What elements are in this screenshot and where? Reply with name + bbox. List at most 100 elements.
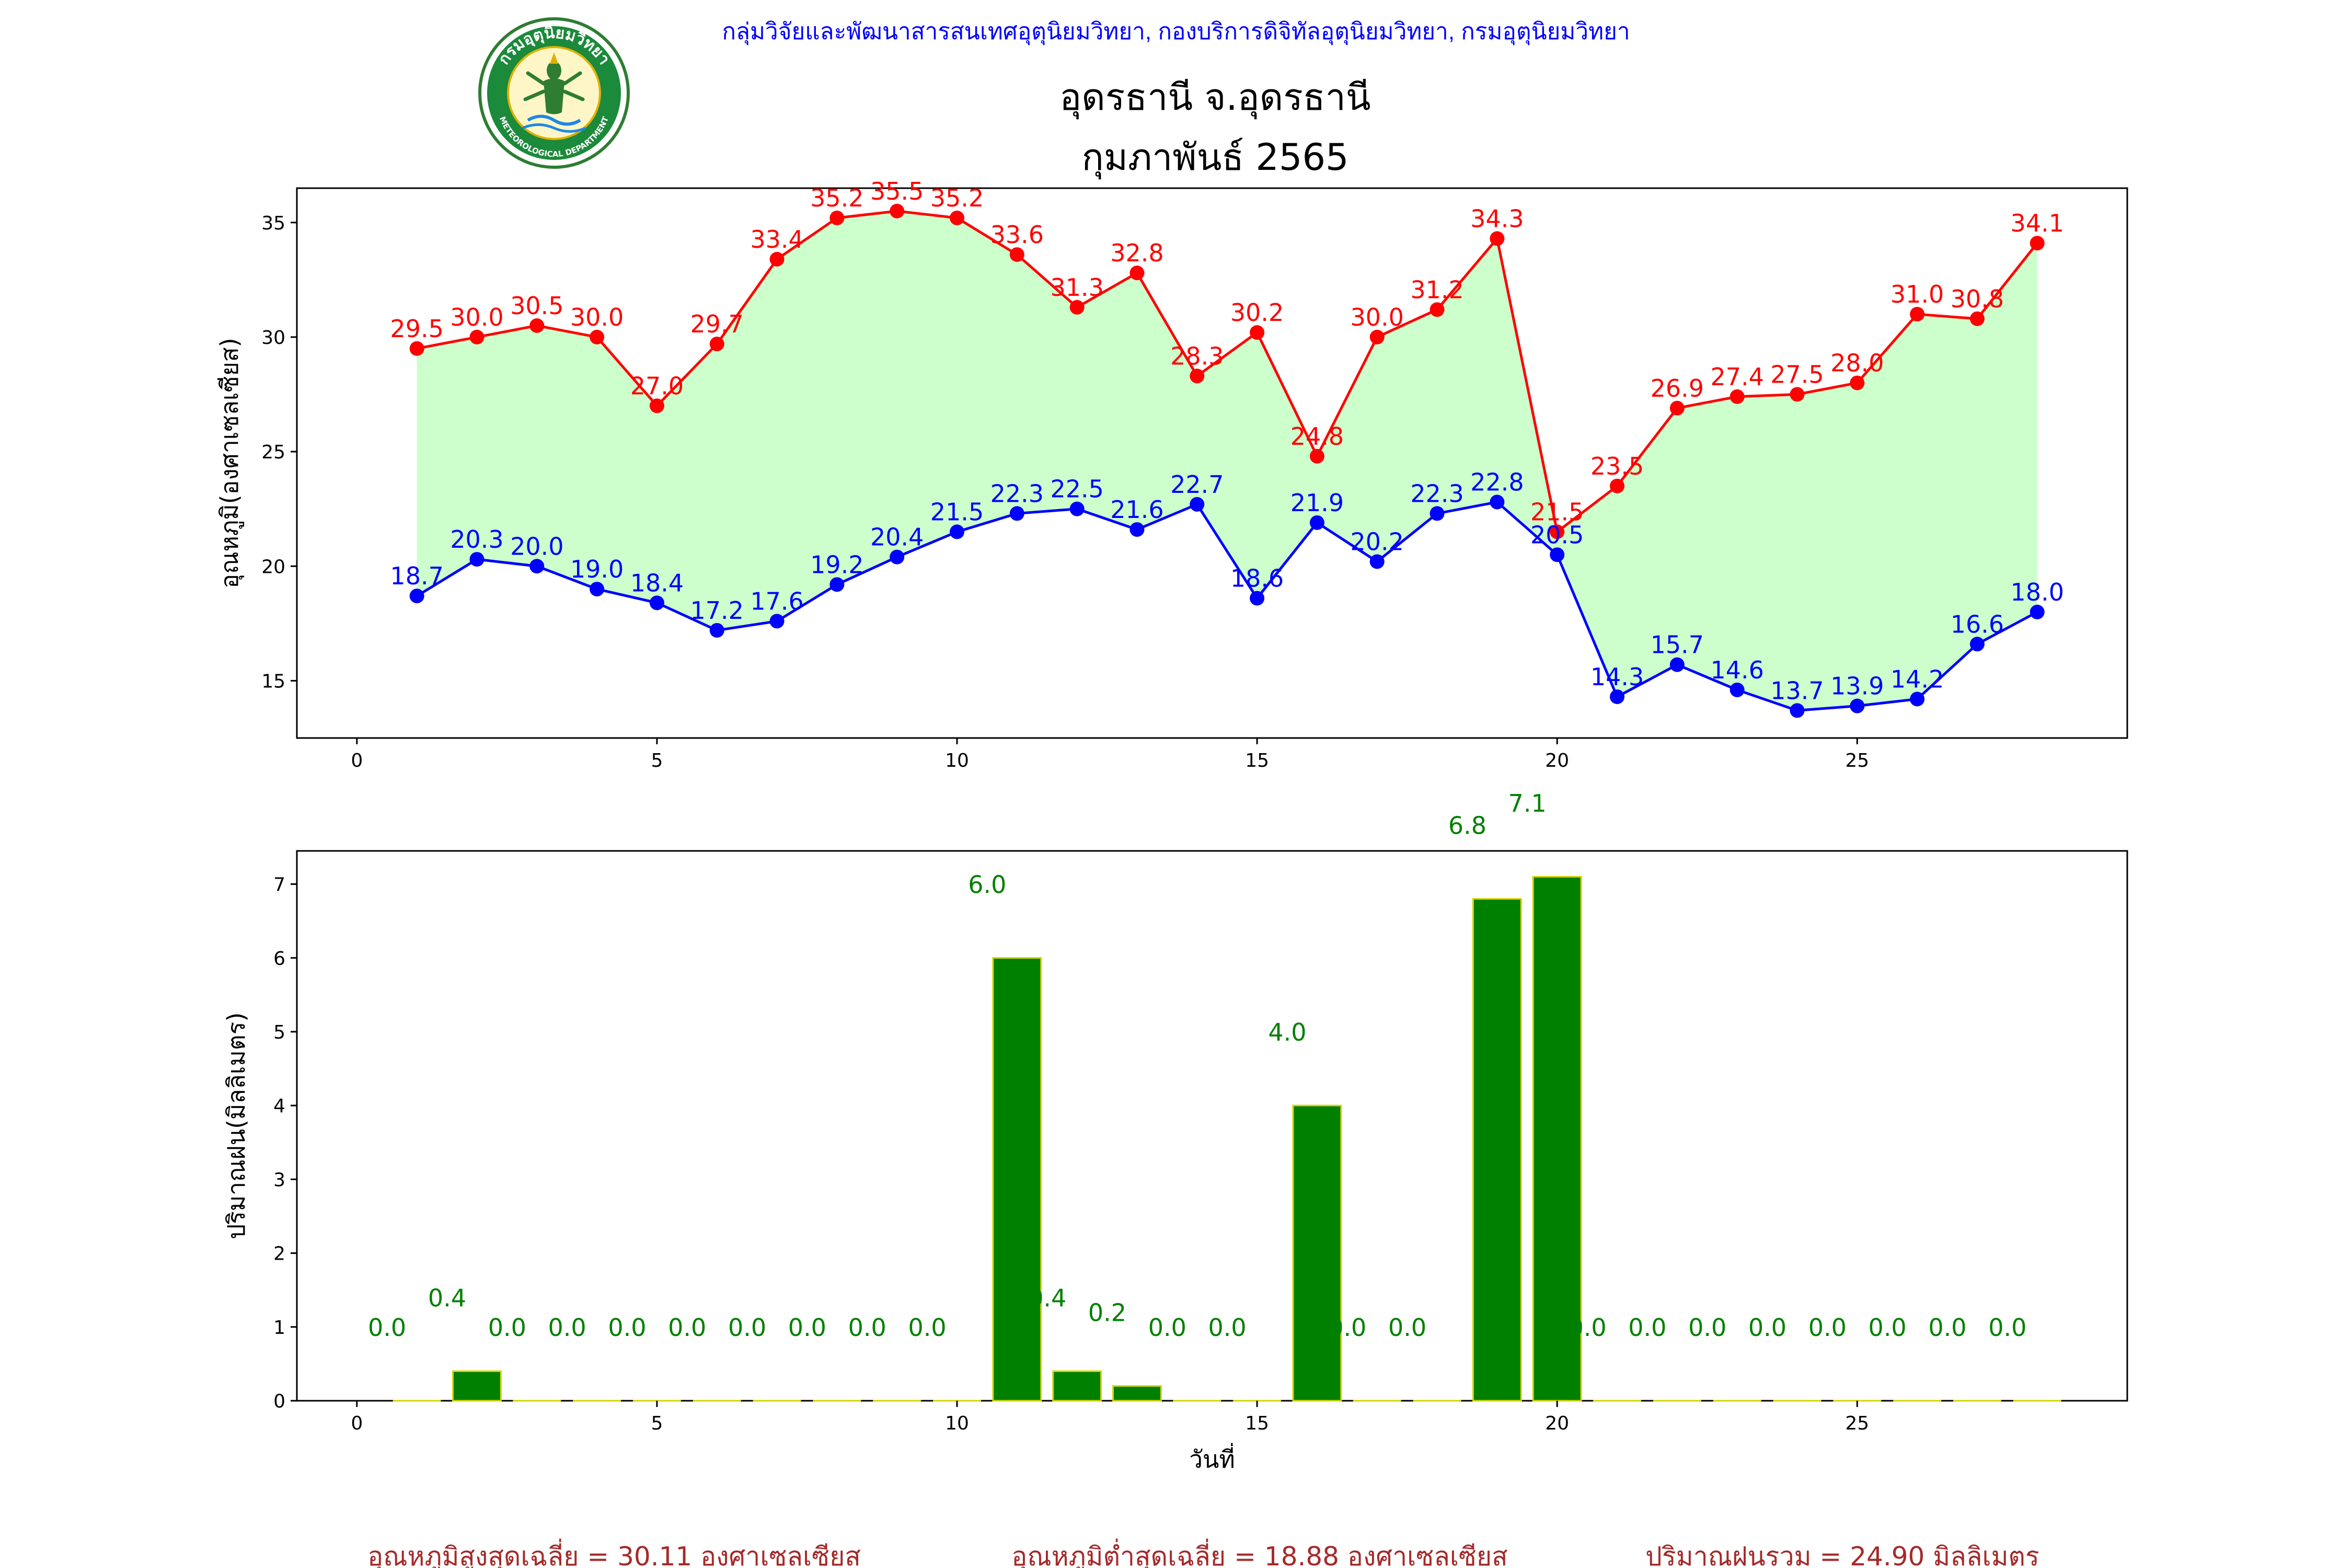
min-temperature-label: 22.8 — [1470, 468, 1524, 497]
min-temperature-label: 20.3 — [450, 525, 503, 554]
y-tick-label: 2 — [273, 1243, 285, 1265]
rainfall-label: 0.0 — [548, 1313, 586, 1342]
rainfall-label: 0.0 — [908, 1313, 946, 1342]
rainfall-label: 0.0 — [1148, 1313, 1186, 1342]
min-temperature-point — [769, 614, 785, 629]
min-temperature-point — [1969, 637, 1985, 652]
min-temperature-label: 18.0 — [2011, 578, 2064, 606]
min-temperature-point — [649, 595, 664, 610]
max-temperature-point — [1910, 307, 1925, 322]
max-temperature-label: 28.3 — [1170, 342, 1224, 370]
rainfall-label: 0.4 — [428, 1284, 466, 1312]
min-temperature-point — [709, 622, 724, 638]
min-temperature-line — [416, 500, 2038, 712]
temperature-y-ticks: 15 20 25 30 35 — [261, 213, 297, 692]
min-temperature-point — [469, 552, 485, 567]
max-temperature-point — [829, 210, 845, 225]
max-temperature-label: 30.0 — [570, 303, 624, 331]
min-temperature-point — [829, 577, 845, 592]
y-tick-label: 1 — [273, 1317, 285, 1339]
y-tick-label: 25 — [261, 442, 285, 463]
min-temperature-label: 17.6 — [750, 587, 803, 615]
rainfall-label: 0.0 — [1808, 1313, 1847, 1342]
rainfall-x-ticks: 0 5 10 15 20 25 — [351, 1401, 1869, 1434]
rainfall-bar — [452, 1370, 502, 1402]
max-temperature-point — [1850, 375, 1865, 390]
rainfall-label: 0.0 — [728, 1313, 766, 1342]
min-temperature-point — [1490, 494, 1505, 510]
min-temperature-label: 14.2 — [1890, 665, 1944, 693]
max-temperature-point — [1369, 329, 1385, 344]
agency-title: กลุ่มวิจัยและพัฒนาสารสนเทศอุตุนิยมวิทยา,… — [722, 19, 1630, 45]
min-temperature-label: 22.7 — [1170, 470, 1224, 499]
temperature-data-labels: 29.5 30.0 30.5 30.027.029.733.435.2 35.5 35.2… — [390, 177, 2064, 705]
min-temperature-label: 18.7 — [390, 562, 443, 590]
min-temperature-label: 18.4 — [630, 569, 684, 597]
max-temperature-point — [1009, 247, 1024, 262]
x-tick-label: 20 — [1545, 750, 1569, 771]
rainfall-label: 0.0 — [1748, 1313, 1786, 1342]
max-temperature-label: 29.5 — [390, 315, 443, 343]
max-temperature-point — [1129, 266, 1145, 281]
min-temperature-point — [1730, 682, 1745, 697]
y-tick-label: 6 — [273, 948, 285, 970]
max-temperature-point — [2030, 236, 2045, 251]
footer-avg-min: อุณหภูมิต่ำสุดเฉลี่ย = 18.88 องศาเซลเซีย… — [1011, 1539, 1507, 1568]
max-temperature-label: 29.7 — [690, 310, 744, 338]
min-temperature-point — [1369, 554, 1385, 569]
max-temperature-point — [1610, 478, 1625, 493]
temperature-points — [409, 203, 2045, 718]
min-temperature-label: 14.6 — [1710, 656, 1763, 684]
rainfall-bars — [392, 875, 2062, 1402]
temperature-y-axis-label: อุณหภูมิ(องศาเซลเซียส) — [215, 338, 245, 588]
rainfall-label: 0.0 — [1568, 1313, 1606, 1342]
rainfall-label: 0.0 — [1869, 1313, 1907, 1342]
rainfall-label: 0.4 — [1028, 1284, 1066, 1312]
min-temperature-point — [1129, 522, 1145, 537]
y-tick-label: 20 — [261, 556, 285, 578]
temperature-x-ticks: 0 5 10 15 20 25 — [351, 738, 1869, 771]
min-temperature-label: 17.2 — [690, 596, 744, 625]
min-temperature-label: 21.5 — [930, 498, 984, 526]
min-temperature-label: 15.7 — [1651, 631, 1704, 659]
max-temperature-point — [529, 318, 545, 333]
rainfall-label: 0.0 — [788, 1313, 826, 1342]
max-temperature-point — [1309, 448, 1324, 464]
max-temperature-point — [1550, 524, 1565, 539]
min-temperature-label: 16.6 — [1951, 610, 2004, 638]
x-tick-label: 20 — [1545, 1413, 1569, 1434]
x-tick-label: 25 — [1845, 1413, 1869, 1434]
max-temperature-label: 24.8 — [1290, 422, 1344, 451]
max-temperature-label: 33.6 — [990, 221, 1044, 249]
rainfall-bar — [992, 957, 1042, 1402]
rainfall-label: 0.0 — [848, 1313, 886, 1342]
min-temperature-label: 20.0 — [510, 532, 563, 560]
y-tick-label: 7 — [273, 874, 285, 896]
max-temperature-label: 34.1 — [2011, 209, 2064, 237]
min-temperature-point — [1610, 689, 1625, 705]
max-temperature-label: 30.5 — [510, 292, 563, 320]
temperature-lines — [416, 210, 2038, 712]
max-temperature-line — [417, 210, 2038, 534]
max-temperature-label: 27.0 — [630, 372, 684, 400]
y-tick-label: 30 — [261, 327, 285, 349]
max-temperature-point — [1429, 302, 1445, 317]
min-temperature-point — [1069, 501, 1085, 516]
max-temperature-label: 33.4 — [750, 225, 803, 253]
max-temperature-point — [1250, 325, 1265, 340]
rainfall-label: 0.0 — [368, 1313, 406, 1342]
x-tick-label: 0 — [351, 1413, 363, 1434]
max-temperature-point — [890, 203, 905, 218]
temperature-axes — [296, 187, 2128, 739]
max-temperature-label: 30.0 — [1351, 303, 1404, 331]
min-temperature-point — [1250, 591, 1265, 606]
x-tick-label: 25 — [1845, 750, 1869, 771]
rainfall-label: 0.0 — [1208, 1313, 1247, 1342]
min-temperature-label: 20.5 — [1530, 521, 1584, 549]
rainfall-label: 4.0 — [1268, 1018, 1306, 1046]
min-temperature-label: 22.3 — [990, 479, 1044, 508]
x-tick-label: 15 — [1245, 1413, 1269, 1434]
y-tick-label: 4 — [273, 1096, 285, 1117]
max-temperature-point — [1490, 231, 1505, 246]
